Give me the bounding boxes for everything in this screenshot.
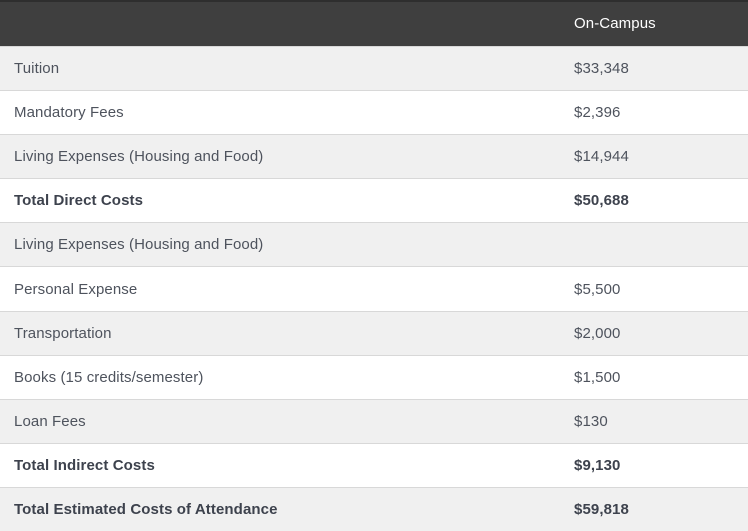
- header-cell-on-campus: On-Campus: [560, 0, 748, 46]
- table-row: Books (15 credits/semester) $1,500: [0, 354, 748, 400]
- table-row: Loan Fees $130: [0, 398, 748, 444]
- header-cell-category: [0, 0, 560, 46]
- row-value: $130: [560, 398, 748, 444]
- row-label: Living Expenses (Housing and Food): [0, 133, 560, 179]
- row-value: $59,818: [560, 487, 748, 531]
- row-label: Loan Fees: [0, 398, 560, 444]
- row-value: $2,396: [560, 89, 748, 135]
- table-row: Tuition $33,348: [0, 45, 748, 91]
- row-label: Total Direct Costs: [0, 178, 560, 223]
- row-value: $5,500: [560, 266, 748, 312]
- table-header-row: On-Campus: [0, 0, 748, 46]
- row-label: Transportation: [0, 310, 560, 356]
- row-label: Total Indirect Costs: [0, 443, 560, 488]
- table-row: Total Estimated Costs of Attendance $59,…: [0, 487, 748, 531]
- row-value: $50,688: [560, 178, 748, 223]
- row-label: Living Expenses (Housing and Food): [0, 222, 560, 267]
- row-label: Personal Expense: [0, 266, 560, 312]
- row-label: Tuition: [0, 45, 560, 91]
- table-body: Tuition $33,348 Mandatory Fees $2,396 Li…: [0, 45, 748, 531]
- row-value: [560, 222, 748, 267]
- row-value: $14,944: [560, 133, 748, 179]
- row-value: $1,500: [560, 354, 748, 400]
- row-value: $9,130: [560, 443, 748, 488]
- table-row: Living Expenses (Housing and Food) $14,9…: [0, 133, 748, 179]
- row-label: Total Estimated Costs of Attendance: [0, 487, 560, 531]
- table-row: Total Indirect Costs $9,130: [0, 443, 748, 488]
- table-row: Transportation $2,000: [0, 310, 748, 356]
- row-value: $33,348: [560, 45, 748, 91]
- table-row: Living Expenses (Housing and Food): [0, 222, 748, 267]
- row-value: $2,000: [560, 310, 748, 356]
- table-row: Total Direct Costs $50,688: [0, 178, 748, 223]
- row-label: Books (15 credits/semester): [0, 354, 560, 400]
- table-row: Mandatory Fees $2,396: [0, 89, 748, 135]
- row-label: Mandatory Fees: [0, 89, 560, 135]
- table-row: Personal Expense $5,500: [0, 266, 748, 312]
